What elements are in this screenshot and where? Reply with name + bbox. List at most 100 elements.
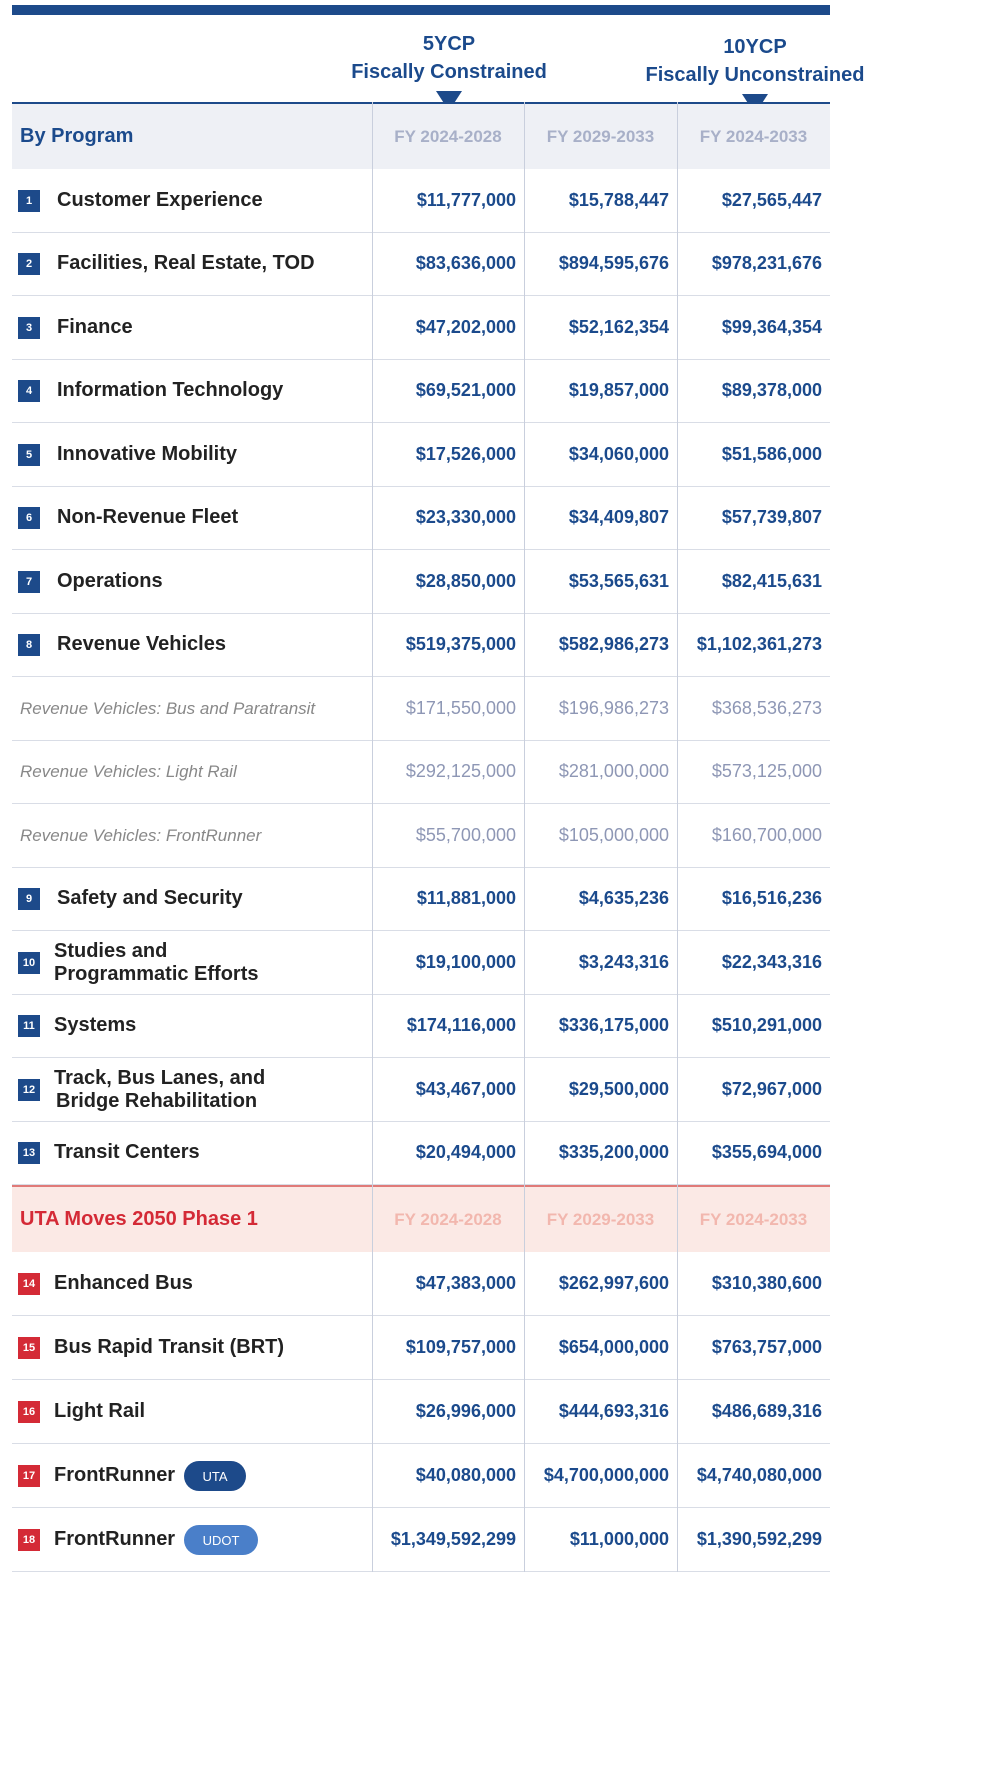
row-name: Bus Rapid Transit (BRT) xyxy=(54,1336,285,1358)
value: $4,635,236 xyxy=(578,888,669,909)
row-number: 8 xyxy=(18,634,40,657)
tag: UDOT xyxy=(184,1525,258,1555)
value: $11,881,000 xyxy=(416,888,516,909)
row-line xyxy=(12,485,830,487)
period: FY 2029-2033 xyxy=(546,1210,655,1229)
value: $69,521,000 xyxy=(415,380,516,401)
row-name: Finance xyxy=(57,315,133,338)
row-name: Operations xyxy=(57,569,163,592)
value: $444,693,316 xyxy=(558,1401,669,1421)
row-number: 14 xyxy=(18,1273,40,1295)
row-line xyxy=(12,866,830,868)
value: $262,997,600 xyxy=(558,1273,669,1293)
row-name: Innovative Mobility xyxy=(57,442,238,465)
value: $19,857,000 xyxy=(568,380,669,401)
row-line xyxy=(12,549,830,550)
value: $51,586,000 xyxy=(721,443,822,464)
value: $23,330,000 xyxy=(415,507,516,528)
row-number: 1 xyxy=(18,189,40,212)
row-line xyxy=(12,1120,830,1122)
row-number: 5 xyxy=(18,443,40,466)
row-line xyxy=(12,803,830,804)
row-name: Transit Centers xyxy=(54,1141,200,1164)
value: $174,116,000 xyxy=(406,1015,516,1036)
value: $82,415,631 xyxy=(721,570,822,591)
row-number: 7 xyxy=(18,570,40,593)
row-line xyxy=(12,1057,830,1058)
period: FY 2024-2028 xyxy=(394,127,502,146)
row-name: Safety and Security xyxy=(57,887,243,910)
value: $109,757,000 xyxy=(405,1337,516,1357)
period: FY 2024-2033 xyxy=(699,1210,808,1229)
value: $510,291,000 xyxy=(711,1015,822,1036)
row-name: Light Rail xyxy=(54,1400,146,1422)
value: $83,636,000 xyxy=(415,253,516,274)
value: $34,409,807 xyxy=(568,507,669,528)
row-line xyxy=(12,1507,830,1508)
value: $28,850,000 xyxy=(415,570,516,591)
row-name: Revenue Vehicles xyxy=(57,633,226,656)
value: $72,967,000 xyxy=(721,1078,822,1099)
tag: UTA xyxy=(184,1461,246,1491)
value: $336,175,000 xyxy=(558,1015,669,1036)
value: $355,694,000 xyxy=(711,1142,822,1163)
column-line xyxy=(677,1185,678,1572)
value: $519,375,000 xyxy=(405,634,516,655)
value: $486,689,316 xyxy=(711,1401,822,1421)
row-name: Non-Revenue Fleet xyxy=(57,506,239,529)
row-name: Studies and xyxy=(54,939,168,962)
value: $47,383,000 xyxy=(415,1273,516,1293)
value: $26,996,000 xyxy=(415,1401,516,1421)
value: $22,343,316 xyxy=(721,951,822,972)
value: $57,739,807 xyxy=(721,507,822,528)
column-label: 10YCP xyxy=(723,36,787,58)
value: $99,364,354 xyxy=(721,316,822,337)
row-number: 11 xyxy=(18,1015,40,1038)
row-name: Facilities, Real Estate, TOD xyxy=(57,252,315,275)
column-line xyxy=(524,1185,525,1572)
row-number: 3 xyxy=(18,316,40,339)
column-line xyxy=(677,102,678,1185)
row-line xyxy=(12,1184,830,1185)
value: $27,565,447 xyxy=(721,189,822,210)
value: $40,080,000 xyxy=(415,1465,516,1485)
sub-name: Revenue Vehicles: Bus and Paratransit xyxy=(20,698,316,718)
row-name: FrontRunner xyxy=(54,1528,176,1550)
sub-value: $55,700,000 xyxy=(415,824,516,845)
value: $17,526,000 xyxy=(415,443,516,464)
column-line xyxy=(372,1185,373,1572)
value: $20,494,000 xyxy=(415,1142,516,1163)
sub-value: $105,000,000 xyxy=(558,824,669,845)
period: FY 2024-2033 xyxy=(699,127,808,146)
sub-name: Revenue Vehicles: FrontRunner xyxy=(20,825,262,845)
value: $582,986,273 xyxy=(558,634,669,655)
value: $894,595,676 xyxy=(558,253,669,274)
row-name: Customer Experience xyxy=(57,188,263,211)
value: $654,000,000 xyxy=(558,1337,669,1357)
row-name: Information Technology xyxy=(57,379,284,402)
column-line xyxy=(524,102,525,1185)
section-header xyxy=(12,1185,830,1252)
row-number: 6 xyxy=(18,507,40,530)
value: $11,777,000 xyxy=(416,189,516,210)
row-name: Enhanced Bus xyxy=(54,1272,193,1294)
value: $978,231,676 xyxy=(711,253,822,274)
section-title: UTA Moves 2050 Phase 1 xyxy=(20,1208,258,1230)
value: $52,162,354 xyxy=(568,316,669,337)
row-number: 15 xyxy=(18,1337,40,1359)
sub-value: $196,986,273 xyxy=(558,697,669,718)
row-line xyxy=(12,993,830,995)
period: FY 2024-2028 xyxy=(394,1210,502,1229)
sub-value: $368,536,273 xyxy=(711,697,822,718)
sub-value: $281,000,000 xyxy=(558,761,669,782)
sub-value: $573,125,000 xyxy=(711,761,822,782)
column-line xyxy=(372,102,373,1185)
period: FY 2029-2033 xyxy=(546,127,655,146)
row-line xyxy=(12,676,830,677)
value: $3,243,316 xyxy=(578,951,669,972)
row-number: 4 xyxy=(18,380,40,403)
column-label: 5YCP xyxy=(422,33,476,55)
value: $89,378,000 xyxy=(721,380,822,401)
value: $1,390,592,299 xyxy=(696,1529,822,1549)
section-header xyxy=(12,102,830,169)
